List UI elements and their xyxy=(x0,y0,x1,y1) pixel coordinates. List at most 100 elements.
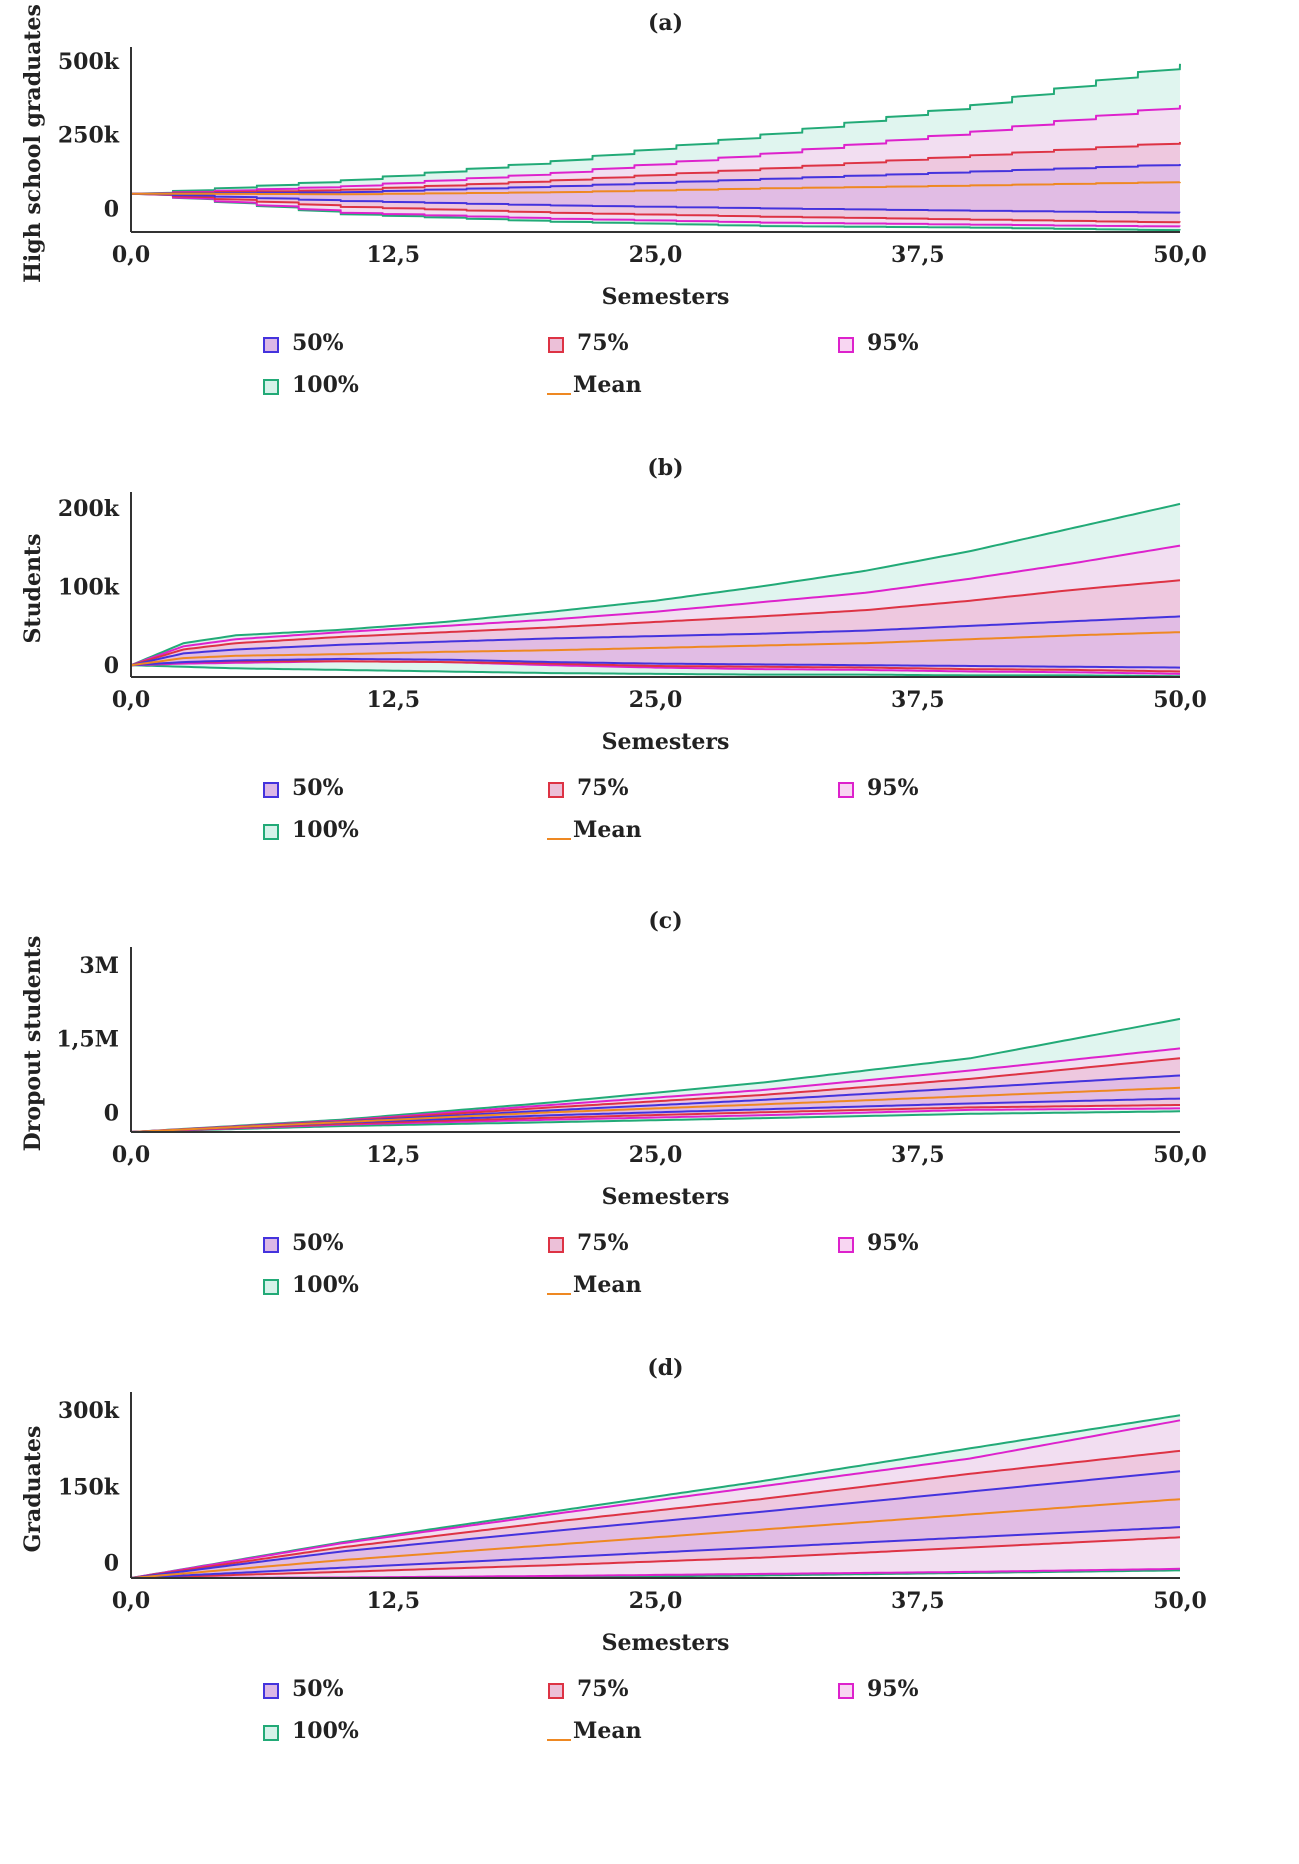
band-p50 xyxy=(131,164,1180,213)
legend-label: Mean xyxy=(573,1272,642,1298)
y-tick-label: 100k xyxy=(58,575,120,601)
legend-item-p100: 100% xyxy=(263,372,359,398)
legend-label: 75% xyxy=(577,775,629,801)
legend-swatch-p100 xyxy=(263,1279,279,1295)
x-tick-label: 0,0 xyxy=(112,242,150,268)
legend-item-p95: 95% xyxy=(838,1230,919,1256)
line-upper-p95 xyxy=(130,544,1181,667)
legend-swatch-p95 xyxy=(838,1237,854,1253)
legend-item-mean: Mean xyxy=(547,1718,642,1744)
line-upper-p75 xyxy=(130,141,1181,195)
x-tick-label: 25,0 xyxy=(629,242,683,268)
x-axis-title: Semesters xyxy=(602,729,730,755)
legend-swatch-p100 xyxy=(263,1725,279,1741)
x-tick-label: 37,5 xyxy=(891,687,945,713)
y-tick-label: 3M xyxy=(79,953,119,979)
x-axis-title: Semesters xyxy=(602,1630,730,1656)
x-tick-label: 50,0 xyxy=(1153,1142,1207,1168)
legend-item-p75: 75% xyxy=(548,1676,629,1702)
x-axis-title: Semesters xyxy=(602,284,730,310)
legend-label: 95% xyxy=(867,330,919,356)
legend-label: 95% xyxy=(867,1230,919,1256)
legend-item-mean: Mean xyxy=(547,1272,642,1298)
x-tick-label: 12,5 xyxy=(366,1142,420,1168)
line-lower-p75 xyxy=(130,192,1181,224)
legend-label: 50% xyxy=(292,1676,344,1702)
legend-item-p95: 95% xyxy=(838,1676,919,1702)
x-tick-label: 12,5 xyxy=(366,1588,420,1614)
x-tick-label: 25,0 xyxy=(629,1142,683,1168)
line-mean xyxy=(130,1086,1181,1133)
y-tick-label: 300k xyxy=(58,1398,120,1424)
line-lower-p100 xyxy=(130,664,1180,678)
panel-c: (c) 0,0 12,5 25,0 37,5 50,0 Semesters 0 1,5M 3M Dr… xyxy=(20,908,1207,1298)
legend-label: 75% xyxy=(577,330,629,356)
y-axis-title: Dropout students xyxy=(20,936,46,1152)
legend-label: 100% xyxy=(292,817,359,843)
panel-label: (a) xyxy=(648,10,683,36)
line-lower-p50 xyxy=(130,657,1181,669)
legend-swatch-p50 xyxy=(263,1683,279,1699)
legend-label: Mean xyxy=(573,372,642,398)
x-tick-label: 37,5 xyxy=(891,1588,945,1614)
line-upper-p95 xyxy=(130,1419,1181,1579)
line-upper-p100 xyxy=(130,63,1181,195)
line-upper-p75 xyxy=(130,1449,1181,1579)
x-tick-label: 0,0 xyxy=(112,1142,150,1168)
y-tick-label: 200k xyxy=(58,496,120,522)
line-upper-p75 xyxy=(130,579,1181,667)
x-tick-label: 25,0 xyxy=(629,1588,683,1614)
legend-swatch-p100 xyxy=(263,379,279,395)
panel-label: (d) xyxy=(647,1355,683,1381)
x-tick-label: 0,0 xyxy=(112,687,150,713)
x-tick-label: 37,5 xyxy=(891,1142,945,1168)
legend-swatch-p100 xyxy=(263,824,279,840)
legend-item-p75: 75% xyxy=(548,775,629,801)
legend-item-p50: 50% xyxy=(263,775,344,801)
legend-label: 95% xyxy=(867,775,919,801)
legend-item-p50: 50% xyxy=(263,1230,344,1256)
y-axis-title: Students xyxy=(20,534,46,644)
panel-label: (c) xyxy=(648,908,682,934)
band-p50 xyxy=(131,1471,1180,1578)
legend-swatch-p75 xyxy=(548,1237,564,1253)
line-lower-p75 xyxy=(130,1536,1181,1579)
x-tick-label: 50,0 xyxy=(1153,1588,1207,1614)
line-lower-p50 xyxy=(130,192,1181,214)
x-tick-label: 37,5 xyxy=(891,242,945,268)
panel-label: (b) xyxy=(647,455,683,481)
legend-swatch-p50 xyxy=(263,1237,279,1253)
line-lower-p100 xyxy=(130,1110,1181,1133)
y-tick-label: 250k xyxy=(58,123,120,149)
line-upper-p50 xyxy=(130,615,1181,667)
y-tick-label: 0 xyxy=(104,653,119,679)
legend-label: 100% xyxy=(292,372,359,398)
y-tick-label: 150k xyxy=(58,1474,120,1500)
x-tick-label: 12,5 xyxy=(366,687,420,713)
y-tick-label: 1,5M xyxy=(56,1027,119,1053)
x-tick-label: 12,5 xyxy=(366,242,420,268)
x-tick-label: 50,0 xyxy=(1153,242,1207,268)
legend-item-p75: 75% xyxy=(548,330,629,356)
line-upper-p95 xyxy=(130,105,1181,195)
y-axis-title: Graduates xyxy=(20,1426,46,1553)
legend-item-p50: 50% xyxy=(263,330,344,356)
legend-label: 75% xyxy=(577,1676,629,1702)
legend-label: 50% xyxy=(292,330,344,356)
line-mean xyxy=(130,1498,1181,1579)
line-lower-p75 xyxy=(130,660,1181,673)
legend-item-p95: 95% xyxy=(838,330,919,356)
legend-swatch-p75 xyxy=(548,1683,564,1699)
y-tick-label: 500k xyxy=(58,49,120,75)
legend-item-p95: 95% xyxy=(838,775,919,801)
x-tick-label: 25,0 xyxy=(629,687,683,713)
legend-label: 95% xyxy=(867,1676,919,1702)
y-tick-label: 0 xyxy=(104,1551,119,1577)
legend-swatch-p75 xyxy=(548,782,564,798)
legend-item-p100: 100% xyxy=(263,1272,359,1298)
legend-item-p75: 75% xyxy=(548,1230,629,1256)
legend-item-mean: Mean xyxy=(547,372,642,398)
line-upper-p50 xyxy=(130,163,1181,195)
legend-label: Mean xyxy=(573,1718,642,1744)
